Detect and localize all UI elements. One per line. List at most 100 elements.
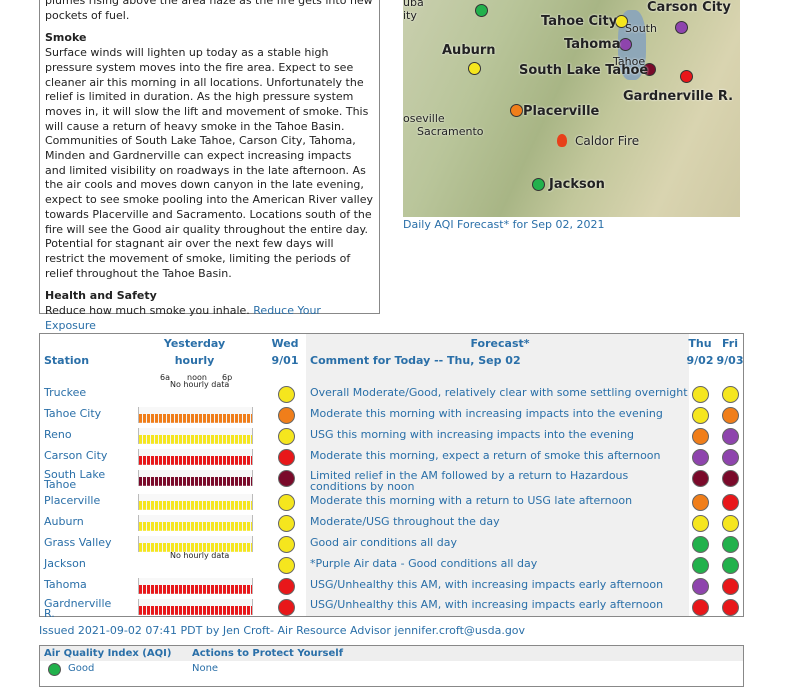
table-header: Wed — [271, 337, 299, 350]
aqi-dot — [722, 428, 739, 445]
aqi-dot — [692, 407, 709, 424]
table-header: Thu — [688, 337, 712, 350]
comment: *Purple Air data - Good conditions all d… — [310, 557, 538, 570]
aqi-dot — [692, 494, 709, 511]
intro: plumes rising above the area haze as the… — [45, 0, 373, 22]
marker — [510, 104, 523, 117]
marker — [680, 70, 693, 83]
map-label: South Lake Tahoe — [519, 63, 649, 78]
exposure-link[interactable]: Reduce Your Exposure — [45, 304, 321, 332]
map-caption: Daily AQI Forecast* for Sep 02, 2021 — [403, 218, 605, 231]
marker — [675, 21, 688, 34]
table-header: 9/02 — [686, 354, 714, 367]
table-header: hourly — [174, 354, 215, 367]
legend-header-bg — [40, 646, 743, 661]
hourly-sparkline — [138, 578, 253, 594]
hourly-sparkline — [138, 515, 253, 531]
station-link[interactable]: Grass Valley — [44, 536, 112, 549]
map-label: uba — [403, 0, 424, 9]
hourly-sparkline — [138, 470, 253, 486]
aqi-dot — [722, 407, 739, 424]
marker — [468, 62, 481, 75]
aqi-dot — [692, 536, 709, 553]
map-label: Auburn — [442, 43, 496, 58]
table-header: Forecast* — [470, 337, 530, 350]
health-heading: Health and Safety — [45, 289, 157, 303]
table-header: Station — [44, 354, 90, 367]
table-header: Comment for Today -- Thu, Sep 02 — [310, 354, 521, 367]
map-label: ity — [403, 9, 417, 22]
hour-label: noon — [187, 373, 207, 382]
aqi-dot — [692, 449, 709, 466]
aqi-dot — [722, 515, 739, 532]
comment: USG this morning with increasing impacts… — [310, 428, 635, 441]
map-label: Tahoe — [613, 55, 646, 68]
hourly-sparkline — [138, 428, 253, 444]
aqi-dot — [692, 428, 709, 445]
health: Reduce how much smoke you inhale. Reduce… — [45, 304, 374, 333]
map-label: Gardnerville R. — [623, 89, 734, 104]
no-data: No hourly data — [170, 380, 230, 389]
aqi-dot — [278, 470, 295, 487]
aqi-dot — [278, 515, 295, 532]
aqi-dot — [278, 578, 295, 595]
comment: USG/Unhealthy this AM, with increasing i… — [310, 598, 664, 611]
table-header: 9/03 — [716, 354, 744, 367]
legend-header: Air Quality Index (AQI) — [44, 648, 172, 659]
map-label: South — [625, 22, 657, 35]
station-link[interactable]: Reno — [44, 428, 72, 441]
comment: Good air conditions all day — [310, 536, 457, 549]
aqi-dot — [722, 536, 739, 553]
station-link[interactable]: Jackson — [44, 557, 86, 570]
hourly-sparkline — [138, 449, 253, 465]
aqi-dot — [722, 470, 739, 487]
smoke-heading: Smoke — [45, 31, 87, 45]
station-link[interactable]: Carson City — [44, 449, 108, 462]
aqi-dot — [278, 428, 295, 445]
no-data: No hourly data — [170, 551, 230, 560]
aqi-dot — [722, 386, 739, 403]
legend-action: None — [192, 663, 219, 674]
aqi-dot — [278, 449, 295, 466]
smoke-text: Surface winds will lighten up today as a… — [45, 46, 374, 280]
table-header: Yesterday — [163, 337, 226, 350]
hourly-sparkline — [138, 407, 253, 423]
comment: Moderate this morning, expect a return o… — [310, 449, 661, 462]
station-link[interactable]: Auburn — [44, 515, 84, 528]
hourly-sparkline — [138, 599, 253, 615]
aqi-dot — [692, 470, 709, 487]
hourly-sparkline — [138, 536, 253, 552]
station-link[interactable]: Tahoe City — [44, 407, 102, 420]
map-label: Placerville — [523, 104, 600, 119]
legend-level: Good — [68, 663, 95, 674]
aqi-dot — [722, 578, 739, 595]
station-link[interactable]: Placerville — [44, 494, 101, 507]
station-link[interactable]: South Lake Tahoe — [44, 468, 106, 491]
comment-bg — [306, 334, 689, 616]
comment: Limited relief in the AM followed by a r… — [310, 469, 629, 493]
map-label: Tahoma — [564, 37, 621, 52]
aqi-dot — [692, 557, 709, 574]
aqi-dot — [278, 494, 295, 511]
station-link[interactable]: Gardnerville R. — [44, 597, 112, 620]
issued: Issued 2021-09-02 07:41 PDT by Jen Croft… — [39, 624, 526, 637]
table-header: 9/01 — [271, 354, 299, 367]
table-header: Fri — [721, 337, 738, 350]
marker — [532, 178, 545, 191]
marker — [619, 38, 632, 51]
comment: Moderate this morning with increasing im… — [310, 407, 663, 420]
marker — [475, 4, 488, 17]
hourly-sparkline — [138, 494, 253, 510]
station-link[interactable]: Tahoma — [44, 578, 87, 591]
aqi-dot — [278, 536, 295, 553]
aqi-dot — [722, 494, 739, 511]
aqi-dot — [278, 599, 295, 616]
aqi-dot — [692, 386, 709, 403]
station-link[interactable]: Truckee — [44, 386, 87, 399]
legend-dot — [48, 663, 61, 676]
aqi-dot — [278, 386, 295, 403]
aqi-dot — [278, 407, 295, 424]
map-label: Tahoe City — [541, 14, 618, 29]
aqi-dot — [278, 557, 295, 574]
aqi-dot — [722, 557, 739, 574]
